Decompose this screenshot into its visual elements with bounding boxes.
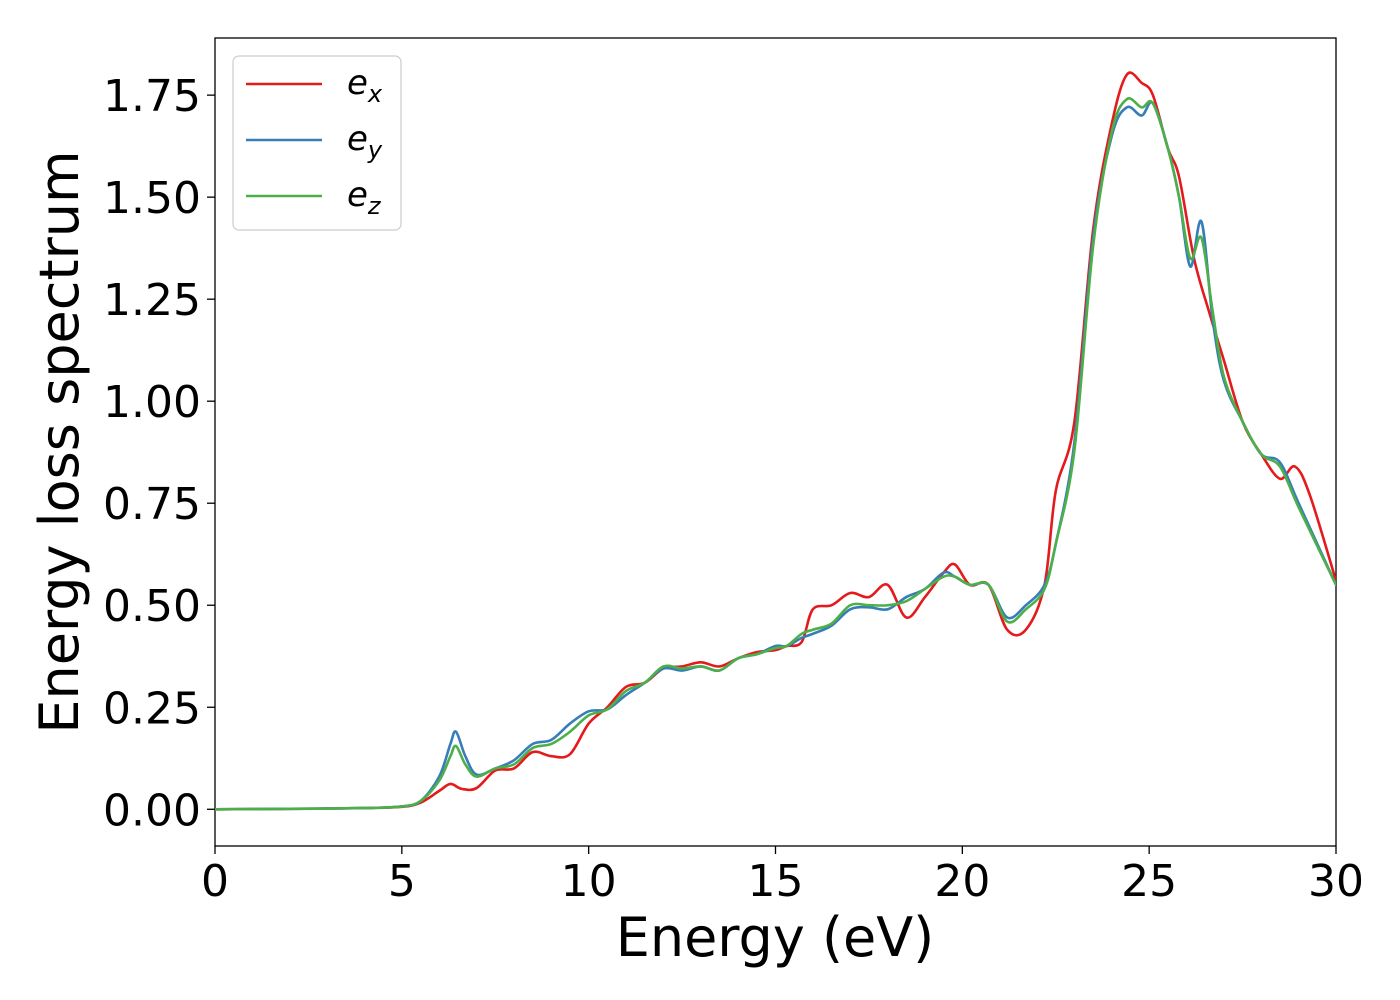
- y-axis-title: Energy loss spectrum: [28, 150, 91, 733]
- y-tick-label: 1.25: [103, 275, 201, 326]
- plot-area: [214, 37, 1337, 847]
- y-tick-label: 0.00: [103, 785, 201, 836]
- y-tick-label: 0.75: [103, 479, 201, 530]
- x-axis-title: Energy (eV): [616, 906, 935, 969]
- x-tick-label: 30: [1308, 856, 1364, 907]
- x-axis: 0 5 10 15 20 25 30: [201, 846, 1364, 907]
- series-line-e-x: [215, 71, 1336, 811]
- legend-label-e-x: ex: [347, 63, 383, 108]
- series-layer: [215, 71, 1336, 811]
- legend-label-e-y: ey: [347, 119, 383, 164]
- legend-box: [232, 55, 402, 231]
- x-tick-label: 20: [934, 856, 990, 907]
- x-tick-label: 5: [388, 856, 416, 907]
- series-line-e-z: [215, 97, 1336, 811]
- y-tick-label: 1.50: [103, 173, 201, 224]
- y-tick-label: 0.50: [103, 581, 201, 632]
- x-tick-label: 15: [748, 856, 804, 907]
- x-tick-label: 10: [561, 856, 617, 907]
- y-tick-label: 0.25: [103, 683, 201, 734]
- legend-label-e-z: ez: [347, 175, 382, 220]
- y-tick-label: 1.00: [103, 377, 201, 428]
- legend: ex ey ez: [232, 55, 402, 231]
- x-tick-label: 0: [201, 856, 229, 907]
- y-tick-label: 1.75: [103, 71, 201, 122]
- y-axis: 0.00 0.25 0.50 0.75 1.00 1.25 1.50 1.75: [103, 71, 215, 836]
- x-tick-label: 25: [1121, 856, 1177, 907]
